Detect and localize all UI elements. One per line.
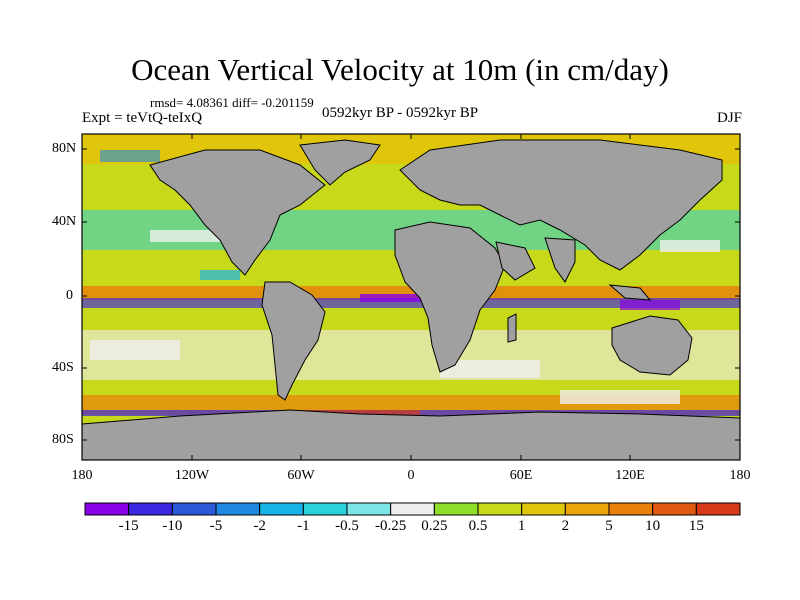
colorbar-swatch: [302, 502, 348, 516]
colorbar-swatch: [259, 502, 304, 516]
land-antarctica: [82, 409, 740, 460]
lon-label-60w: 60W: [287, 468, 315, 483]
field-patch: [660, 240, 720, 252]
colorbar-swatch: [521, 502, 566, 516]
field-patch: [360, 294, 430, 302]
colorbar-tick-label: -5: [209, 518, 223, 534]
colorbar-tick-label: 0.25: [421, 518, 448, 534]
equatorial-downwelling-band: [82, 298, 740, 308]
colorbar-tick-label: -2: [253, 518, 266, 534]
colorbar-tick-label: -1: [297, 518, 310, 534]
colorbar-swatch: [652, 502, 697, 516]
land-arabia: [495, 241, 536, 281]
lat-label-0: 0: [66, 288, 73, 303]
colorbar-swatch: [433, 502, 479, 516]
land-india: [544, 237, 576, 283]
colorbar-swatch: [84, 502, 130, 516]
field-patch: [200, 270, 240, 280]
colorbar-tick-label: 2: [561, 518, 570, 534]
land-australia: [611, 315, 693, 376]
land-islands: [608, 284, 652, 301]
colorbar-tick-label: -0.25: [375, 518, 407, 534]
land-greenland: [299, 139, 381, 186]
season-label: DJF: [716, 110, 742, 126]
equatorial-upwelling-band: [82, 286, 740, 300]
land-north-america: [149, 149, 326, 276]
field-patch: [100, 150, 160, 162]
lon-label-120e: 120E: [615, 468, 645, 483]
longitude-ticks: [191, 134, 631, 460]
colorbar-swatch: [390, 502, 435, 516]
stats-text: rmsd= 4.08361 diff= -0.201159: [150, 95, 314, 110]
land-madagascar: [507, 313, 517, 343]
colorbar-swatch: [695, 502, 741, 516]
colorbar-tick-label: 15: [688, 518, 704, 534]
lon-label-0: 0: [407, 468, 415, 483]
colorbar-tick-label: -15: [118, 518, 139, 534]
land-masses: [82, 139, 740, 460]
colorbar-tick-label: -0.5: [335, 518, 359, 534]
colorbar-tick-label: 1: [517, 518, 526, 534]
colorbar-swatch: [128, 502, 173, 516]
lon-label-120w: 120W: [174, 468, 210, 483]
colorbar-swatch: [608, 502, 654, 516]
field-patch: [560, 390, 680, 404]
lat-label-40s: 40S: [52, 360, 74, 375]
lon-label-180e: 180: [729, 468, 751, 483]
land-africa: [394, 221, 506, 373]
colorbar-tick-label: 5: [605, 518, 613, 534]
lon-label-180w: 180: [71, 468, 93, 483]
land-south-america: [261, 281, 326, 401]
colorbar-swatch: [171, 502, 217, 516]
colorbar-tick-label: -10: [162, 518, 183, 534]
colorbar-swatch: [564, 502, 610, 516]
field-patch: [90, 340, 180, 360]
colorbar-swatch: [215, 502, 261, 516]
lat-label-80n: 80N: [52, 141, 77, 156]
experiment-label: Expt = teVtQ-teIxQ: [82, 110, 203, 126]
field-patch: [150, 230, 230, 242]
colorbar-swatch: [346, 502, 392, 516]
colorbar-tick-label: 0.5: [468, 518, 488, 534]
plot-title: Ocean Vertical Velocity at 10m (in cm/da…: [131, 52, 669, 87]
field-patch: [440, 360, 540, 378]
field-patch: [620, 300, 680, 310]
land-eurasia: [399, 139, 723, 271]
lon-label-60e: 60E: [509, 468, 533, 483]
colorbar-tick-label: 10: [645, 518, 661, 534]
colorbar-swatch: [477, 502, 523, 516]
latitude-ticks: [82, 148, 740, 441]
lat-label-40n: 40N: [52, 214, 77, 229]
period-label: 0592kyr BP - 0592kyr BP: [322, 105, 479, 121]
lat-label-80s: 80S: [52, 432, 74, 447]
